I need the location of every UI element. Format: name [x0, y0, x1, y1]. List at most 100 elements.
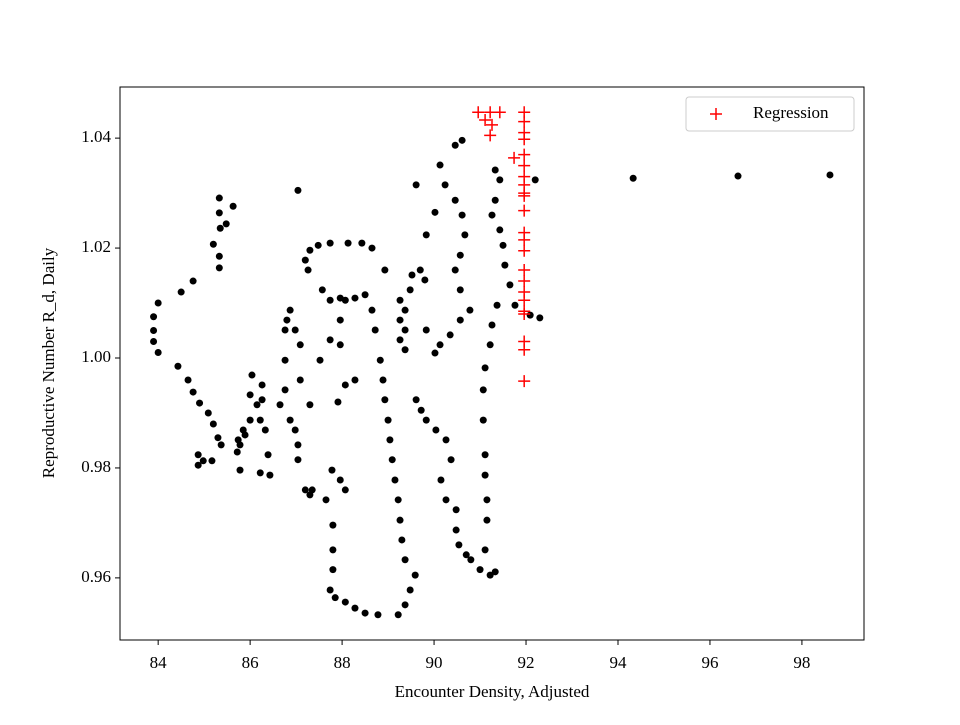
point [306, 246, 314, 254]
point [368, 244, 376, 252]
point [329, 566, 337, 574]
plus-marker [518, 133, 531, 146]
point [314, 241, 322, 249]
plus-marker [518, 308, 531, 321]
point [246, 416, 254, 424]
point [374, 611, 382, 619]
point [266, 471, 274, 479]
point [336, 316, 344, 324]
point [341, 296, 349, 304]
point [291, 426, 299, 434]
y-axis-label: Reproductive Number R_d, Daily [39, 247, 58, 478]
point [150, 313, 158, 321]
point [301, 486, 309, 494]
point [401, 306, 409, 314]
point [479, 386, 487, 394]
point [536, 314, 544, 322]
y-tick-label: 0.96 [81, 567, 111, 586]
point [401, 326, 409, 334]
point [351, 604, 359, 612]
point [322, 496, 330, 504]
point [391, 476, 399, 484]
point [381, 266, 389, 274]
point [344, 239, 352, 247]
point [216, 224, 224, 232]
point [436, 161, 444, 169]
point [401, 346, 409, 354]
point [417, 406, 425, 414]
plus-marker [518, 115, 531, 128]
point [401, 556, 409, 564]
point [361, 291, 369, 299]
point [281, 356, 289, 364]
point [381, 396, 389, 404]
point [384, 416, 392, 424]
point [486, 571, 494, 579]
point [483, 516, 491, 524]
point [296, 376, 304, 384]
point [483, 496, 491, 504]
point [451, 141, 459, 149]
y-tick-label: 1.02 [81, 237, 111, 256]
point [246, 391, 254, 399]
point [217, 441, 225, 449]
point [437, 476, 445, 484]
point [341, 486, 349, 494]
point [296, 341, 304, 349]
point [431, 208, 439, 216]
point [441, 181, 449, 189]
plus-marker [518, 294, 531, 307]
point [236, 441, 244, 449]
point [408, 271, 416, 279]
point [481, 546, 489, 554]
point [406, 586, 414, 594]
plus-marker [518, 275, 531, 288]
point [488, 211, 496, 219]
point [306, 401, 314, 409]
point [458, 211, 466, 219]
x-tick-label: 96 [701, 653, 718, 672]
point [371, 326, 379, 334]
plus-marker [493, 106, 506, 119]
point [189, 388, 197, 396]
point [394, 496, 402, 504]
point [331, 594, 339, 602]
point [526, 311, 534, 319]
point [467, 556, 475, 564]
point [442, 496, 450, 504]
point [281, 386, 289, 394]
point [422, 416, 430, 424]
point [326, 586, 334, 594]
point [241, 431, 249, 439]
point [291, 326, 299, 334]
point [215, 194, 223, 202]
point [458, 136, 466, 144]
point [379, 376, 387, 384]
point [531, 176, 539, 184]
plus-marker [479, 113, 492, 126]
point [488, 321, 496, 329]
point [316, 356, 324, 364]
point [826, 171, 834, 179]
point [447, 456, 455, 464]
point [501, 261, 509, 269]
point [236, 466, 244, 474]
point [358, 239, 366, 247]
point [451, 266, 459, 274]
point [286, 416, 294, 424]
point [341, 598, 349, 606]
point [396, 296, 404, 304]
plus-marker [518, 148, 531, 161]
point [431, 349, 439, 357]
point [499, 241, 507, 249]
point [276, 401, 284, 409]
plus-marker [484, 129, 497, 142]
point [394, 611, 402, 619]
point [351, 294, 359, 302]
point [256, 469, 264, 477]
point [328, 466, 336, 474]
plus-marker [518, 264, 531, 277]
point [396, 516, 404, 524]
point [421, 276, 429, 284]
